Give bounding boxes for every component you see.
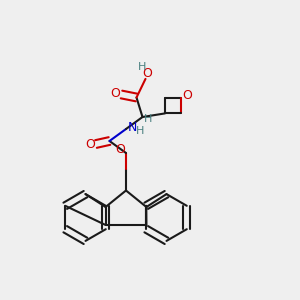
Text: O: O xyxy=(182,89,192,102)
Text: O: O xyxy=(111,87,120,100)
Text: H: H xyxy=(136,126,145,136)
Text: H: H xyxy=(144,114,152,124)
Text: O: O xyxy=(115,143,125,156)
Text: H: H xyxy=(138,62,146,73)
Text: O: O xyxy=(86,137,95,151)
Text: O: O xyxy=(142,67,152,80)
Text: N: N xyxy=(128,121,137,134)
